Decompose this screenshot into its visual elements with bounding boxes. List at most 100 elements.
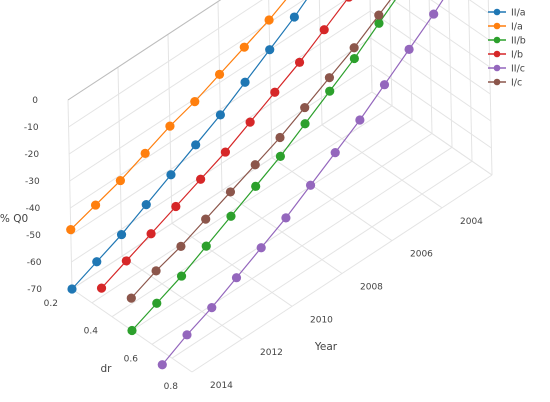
- legend-item[interactable]: I/c: [488, 78, 522, 89]
- data-point[interactable]: [96, 283, 107, 293]
- data-point[interactable]: [300, 119, 310, 129]
- data-point[interactable]: [92, 257, 102, 267]
- data-point[interactable]: [166, 170, 176, 180]
- data-point[interactable]: [319, 25, 329, 35]
- data-point[interactable]: [176, 271, 187, 281]
- data-point[interactable]: [294, 57, 305, 67]
- y-tick-label: 2006: [410, 250, 433, 260]
- data-point[interactable]: [300, 102, 310, 113]
- legend-item[interactable]: II/b: [488, 36, 526, 47]
- data-point[interactable]: [305, 180, 316, 190]
- data-point[interactable]: [171, 201, 181, 212]
- data-point[interactable]: [289, 12, 299, 22]
- z-tick-label: -40: [26, 204, 41, 214]
- data-point[interactable]: [141, 200, 151, 210]
- data-point[interactable]: [231, 273, 242, 283]
- data-point[interactable]: [146, 229, 156, 239]
- data-point[interactable]: [116, 229, 127, 240]
- axis-edge-top: [67, 0, 222, 101]
- series-ii-b: [127, 0, 396, 336]
- data-point[interactable]: [215, 110, 225, 120]
- legend-item[interactable]: I/a: [488, 22, 523, 33]
- data-point[interactable]: [165, 121, 175, 131]
- data-point[interactable]: [201, 241, 211, 251]
- grid-line-z-backwall: [371, 64, 492, 149]
- data-point[interactable]: [250, 160, 260, 170]
- data-point[interactable]: [344, 0, 353, 2]
- chart-axis-titles: % Q0 dr Year: [0, 213, 338, 375]
- data-point[interactable]: [66, 225, 76, 235]
- data-point[interactable]: [256, 243, 266, 253]
- data-point[interactable]: [374, 10, 384, 20]
- data-point[interactable]: [121, 256, 131, 266]
- data-point[interactable]: [176, 241, 186, 251]
- data-point[interactable]: [157, 360, 167, 370]
- grid-line-z-backwall: [370, 10, 491, 95]
- data-point[interactable]: [281, 213, 291, 223]
- y-tick-label: 2012: [260, 348, 283, 358]
- data-point[interactable]: [152, 298, 162, 308]
- data-point[interactable]: [324, 73, 335, 83]
- legend-item[interactable]: II/c: [488, 64, 525, 75]
- data-point[interactable]: [201, 214, 211, 224]
- legend-marker: [493, 8, 501, 16]
- legend-label: I/b: [511, 50, 523, 61]
- legend-item[interactable]: I/b: [488, 50, 523, 61]
- data-point[interactable]: [240, 77, 250, 87]
- data-point[interactable]: [275, 132, 285, 143]
- data-point[interactable]: [349, 53, 359, 64]
- data-point[interactable]: [429, 9, 439, 19]
- data-point[interactable]: [251, 181, 261, 191]
- grid-line-year-wall: [67, 99, 73, 290]
- legend-marker: [493, 78, 501, 86]
- grid-line-dr-floor: [151, 146, 453, 345]
- z-tick-label: -50: [26, 231, 41, 241]
- legend-label: I/a: [511, 22, 523, 33]
- z-tick-label: -10: [24, 123, 39, 133]
- data-point[interactable]: [226, 211, 236, 221]
- data-point[interactable]: [374, 18, 384, 28]
- data-point[interactable]: [127, 325, 137, 336]
- y-axis-title: Year: [314, 341, 338, 353]
- grid-line-z-wall: [70, 37, 372, 236]
- data-point[interactable]: [264, 15, 274, 25]
- data-point[interactable]: [355, 115, 365, 125]
- y-tick-label: 2008: [360, 283, 383, 293]
- legend-item[interactable]: II/a: [488, 8, 526, 19]
- data-point[interactable]: [275, 151, 285, 161]
- data-point[interactable]: [207, 303, 217, 313]
- legend-marker: [493, 36, 501, 44]
- data-point[interactable]: [182, 330, 192, 340]
- data-point[interactable]: [325, 86, 335, 96]
- legend-label: I/c: [511, 78, 522, 89]
- data-point[interactable]: [330, 148, 340, 158]
- legend-label: II/c: [511, 64, 525, 75]
- data-point[interactable]: [115, 175, 125, 186]
- grid-line-dr-floor: [71, 91, 373, 290]
- legend-label: II/b: [511, 36, 526, 47]
- grid-line-dr-backwall: [448, 0, 453, 148]
- x-tick-label: 0.2: [44, 299, 58, 309]
- data-point[interactable]: [220, 147, 230, 157]
- data-point[interactable]: [126, 293, 136, 303]
- chart-legend[interactable]: II/a I/a II/b I/b II/c I/c: [488, 8, 526, 89]
- data-point[interactable]: [265, 45, 275, 55]
- data-point[interactable]: [404, 44, 414, 54]
- data-point[interactable]: [90, 200, 101, 210]
- data-point[interactable]: [245, 117, 255, 127]
- data-point[interactable]: [239, 42, 249, 52]
- z-tick-label: 0: [32, 96, 38, 106]
- data-point[interactable]: [67, 284, 77, 294]
- data-point[interactable]: [196, 174, 206, 184]
- data-point[interactable]: [151, 266, 161, 276]
- data-point[interactable]: [349, 43, 359, 53]
- data-point[interactable]: [214, 69, 225, 79]
- data-point[interactable]: [191, 140, 201, 150]
- z-tick-label: -60: [27, 258, 42, 268]
- data-point[interactable]: [190, 97, 200, 107]
- data-point[interactable]: [225, 187, 236, 197]
- data-point[interactable]: [270, 87, 280, 97]
- data-point[interactable]: [379, 80, 390, 90]
- data-point[interactable]: [140, 148, 150, 158]
- series-i-c: [126, 0, 391, 303]
